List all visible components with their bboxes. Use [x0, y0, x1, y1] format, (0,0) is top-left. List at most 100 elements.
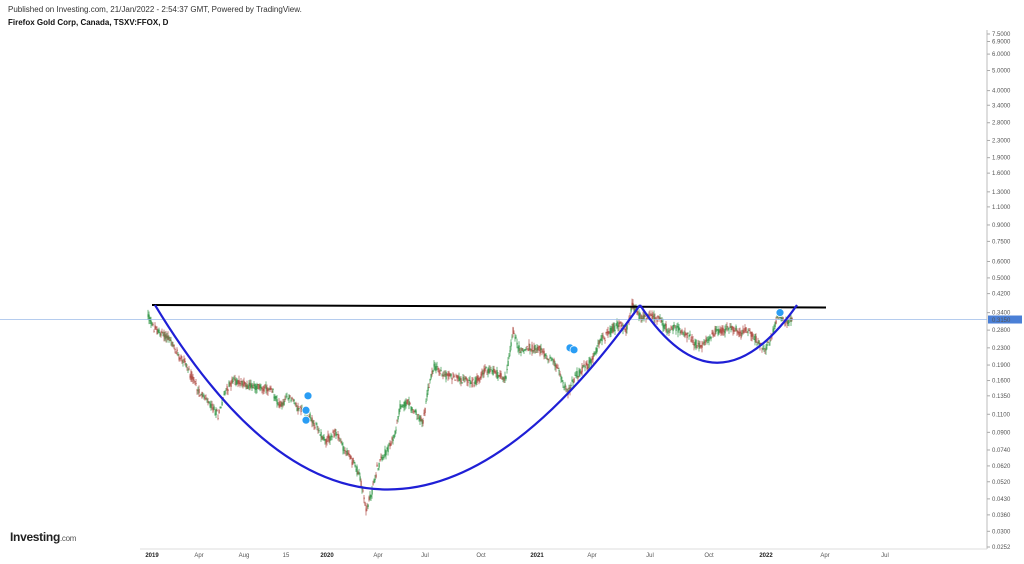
- candle-body: [375, 474, 377, 478]
- candle-body: [340, 441, 342, 444]
- logo-suffix: .com: [59, 534, 77, 543]
- candle-body: [549, 356, 551, 359]
- candle-body: [768, 344, 770, 346]
- candle-body: [392, 439, 394, 442]
- y-tick-label: 0.1600: [992, 379, 1011, 385]
- candle-body: [363, 497, 365, 500]
- candle-body: [619, 321, 621, 324]
- candle-body: [364, 502, 366, 506]
- candle-body: [152, 324, 154, 326]
- candle-body: [457, 375, 459, 379]
- candle-body: [230, 382, 232, 387]
- candle-body: [538, 346, 540, 348]
- candle-body: [735, 326, 737, 331]
- investing-logo[interactable]: Investing.com: [10, 530, 76, 544]
- candle-body: [159, 332, 161, 336]
- candle-body: [466, 378, 468, 382]
- y-tick-label: 4.0000: [992, 89, 1011, 95]
- candle-body: [333, 433, 335, 438]
- candle-body: [593, 352, 595, 356]
- candle-body: [718, 330, 720, 333]
- candle-body: [523, 350, 525, 351]
- candle-body: [662, 322, 664, 328]
- candle-body: [161, 331, 163, 334]
- candle-body: [458, 376, 460, 382]
- candle-body: [186, 367, 188, 368]
- candle-body: [300, 407, 302, 412]
- candle-body: [513, 332, 515, 334]
- y-tick-label: 0.5000: [992, 276, 1011, 282]
- candle-body: [317, 429, 319, 431]
- candle-body: [232, 380, 234, 382]
- candle-body: [498, 375, 500, 377]
- candle-body: [314, 427, 316, 429]
- candle-body: [745, 327, 747, 331]
- candle-body: [381, 457, 383, 461]
- candle-body: [263, 386, 265, 392]
- candle-body: [448, 372, 450, 377]
- candle-body: [565, 388, 567, 390]
- candle-body: [624, 329, 626, 331]
- candle-body: [480, 373, 482, 379]
- candle-body: [427, 386, 429, 392]
- candle-body: [382, 457, 384, 459]
- candle-body: [673, 324, 675, 327]
- y-tick-label: 0.4200: [992, 292, 1011, 298]
- candle-body: [439, 373, 441, 375]
- candle-body: [233, 377, 235, 379]
- x-tick-label: Apr: [820, 553, 829, 559]
- candle-body: [719, 328, 721, 333]
- candle-body: [170, 340, 172, 342]
- candle-body: [588, 360, 590, 368]
- candle-body: [354, 464, 356, 467]
- candle-body: [423, 412, 425, 415]
- candle-body: [394, 430, 396, 435]
- candle-body: [284, 398, 286, 401]
- x-tick-label: Aug: [239, 553, 250, 559]
- candle-body: [218, 409, 220, 414]
- candle-body: [650, 315, 652, 317]
- candle-body: [220, 406, 222, 408]
- candle-body: [386, 447, 388, 450]
- candle-body: [383, 456, 385, 458]
- candle-body: [442, 374, 444, 377]
- candle-body: [636, 309, 638, 314]
- candle-body: [206, 399, 208, 401]
- candle-body: [285, 396, 287, 398]
- candle-body: [289, 395, 291, 397]
- candle-body: [251, 385, 253, 389]
- candle-body: [681, 330, 683, 333]
- candle-body: [243, 380, 245, 385]
- candle-body: [403, 401, 405, 408]
- candle-body: [600, 338, 602, 341]
- candle-body: [254, 383, 256, 390]
- candle-body: [694, 341, 696, 345]
- candle-body: [501, 378, 503, 380]
- logo-brand: Investing: [10, 530, 60, 544]
- candle-body: [767, 341, 769, 343]
- candle-body: [418, 417, 420, 420]
- candle-body: [154, 325, 156, 330]
- candle-body: [182, 361, 184, 363]
- candle-body: [257, 384, 259, 386]
- candle-body: [464, 377, 466, 379]
- candle-body: [704, 341, 706, 345]
- candle-body: [715, 326, 717, 333]
- candle-body: [208, 402, 210, 404]
- candle-body: [475, 377, 477, 385]
- candle-body: [670, 326, 672, 328]
- candle-body: [353, 461, 355, 463]
- candle-body: [578, 370, 580, 377]
- candle-body: [316, 426, 318, 428]
- candle-body: [773, 328, 775, 330]
- candle-body: [746, 331, 748, 333]
- candle-body: [225, 389, 227, 391]
- candle-body: [530, 349, 532, 351]
- candle-body: [696, 347, 698, 349]
- candle-body: [424, 408, 426, 413]
- candle-body: [237, 380, 239, 384]
- candle-body: [539, 345, 541, 355]
- candle-body: [291, 397, 293, 399]
- candle-body: [756, 343, 758, 345]
